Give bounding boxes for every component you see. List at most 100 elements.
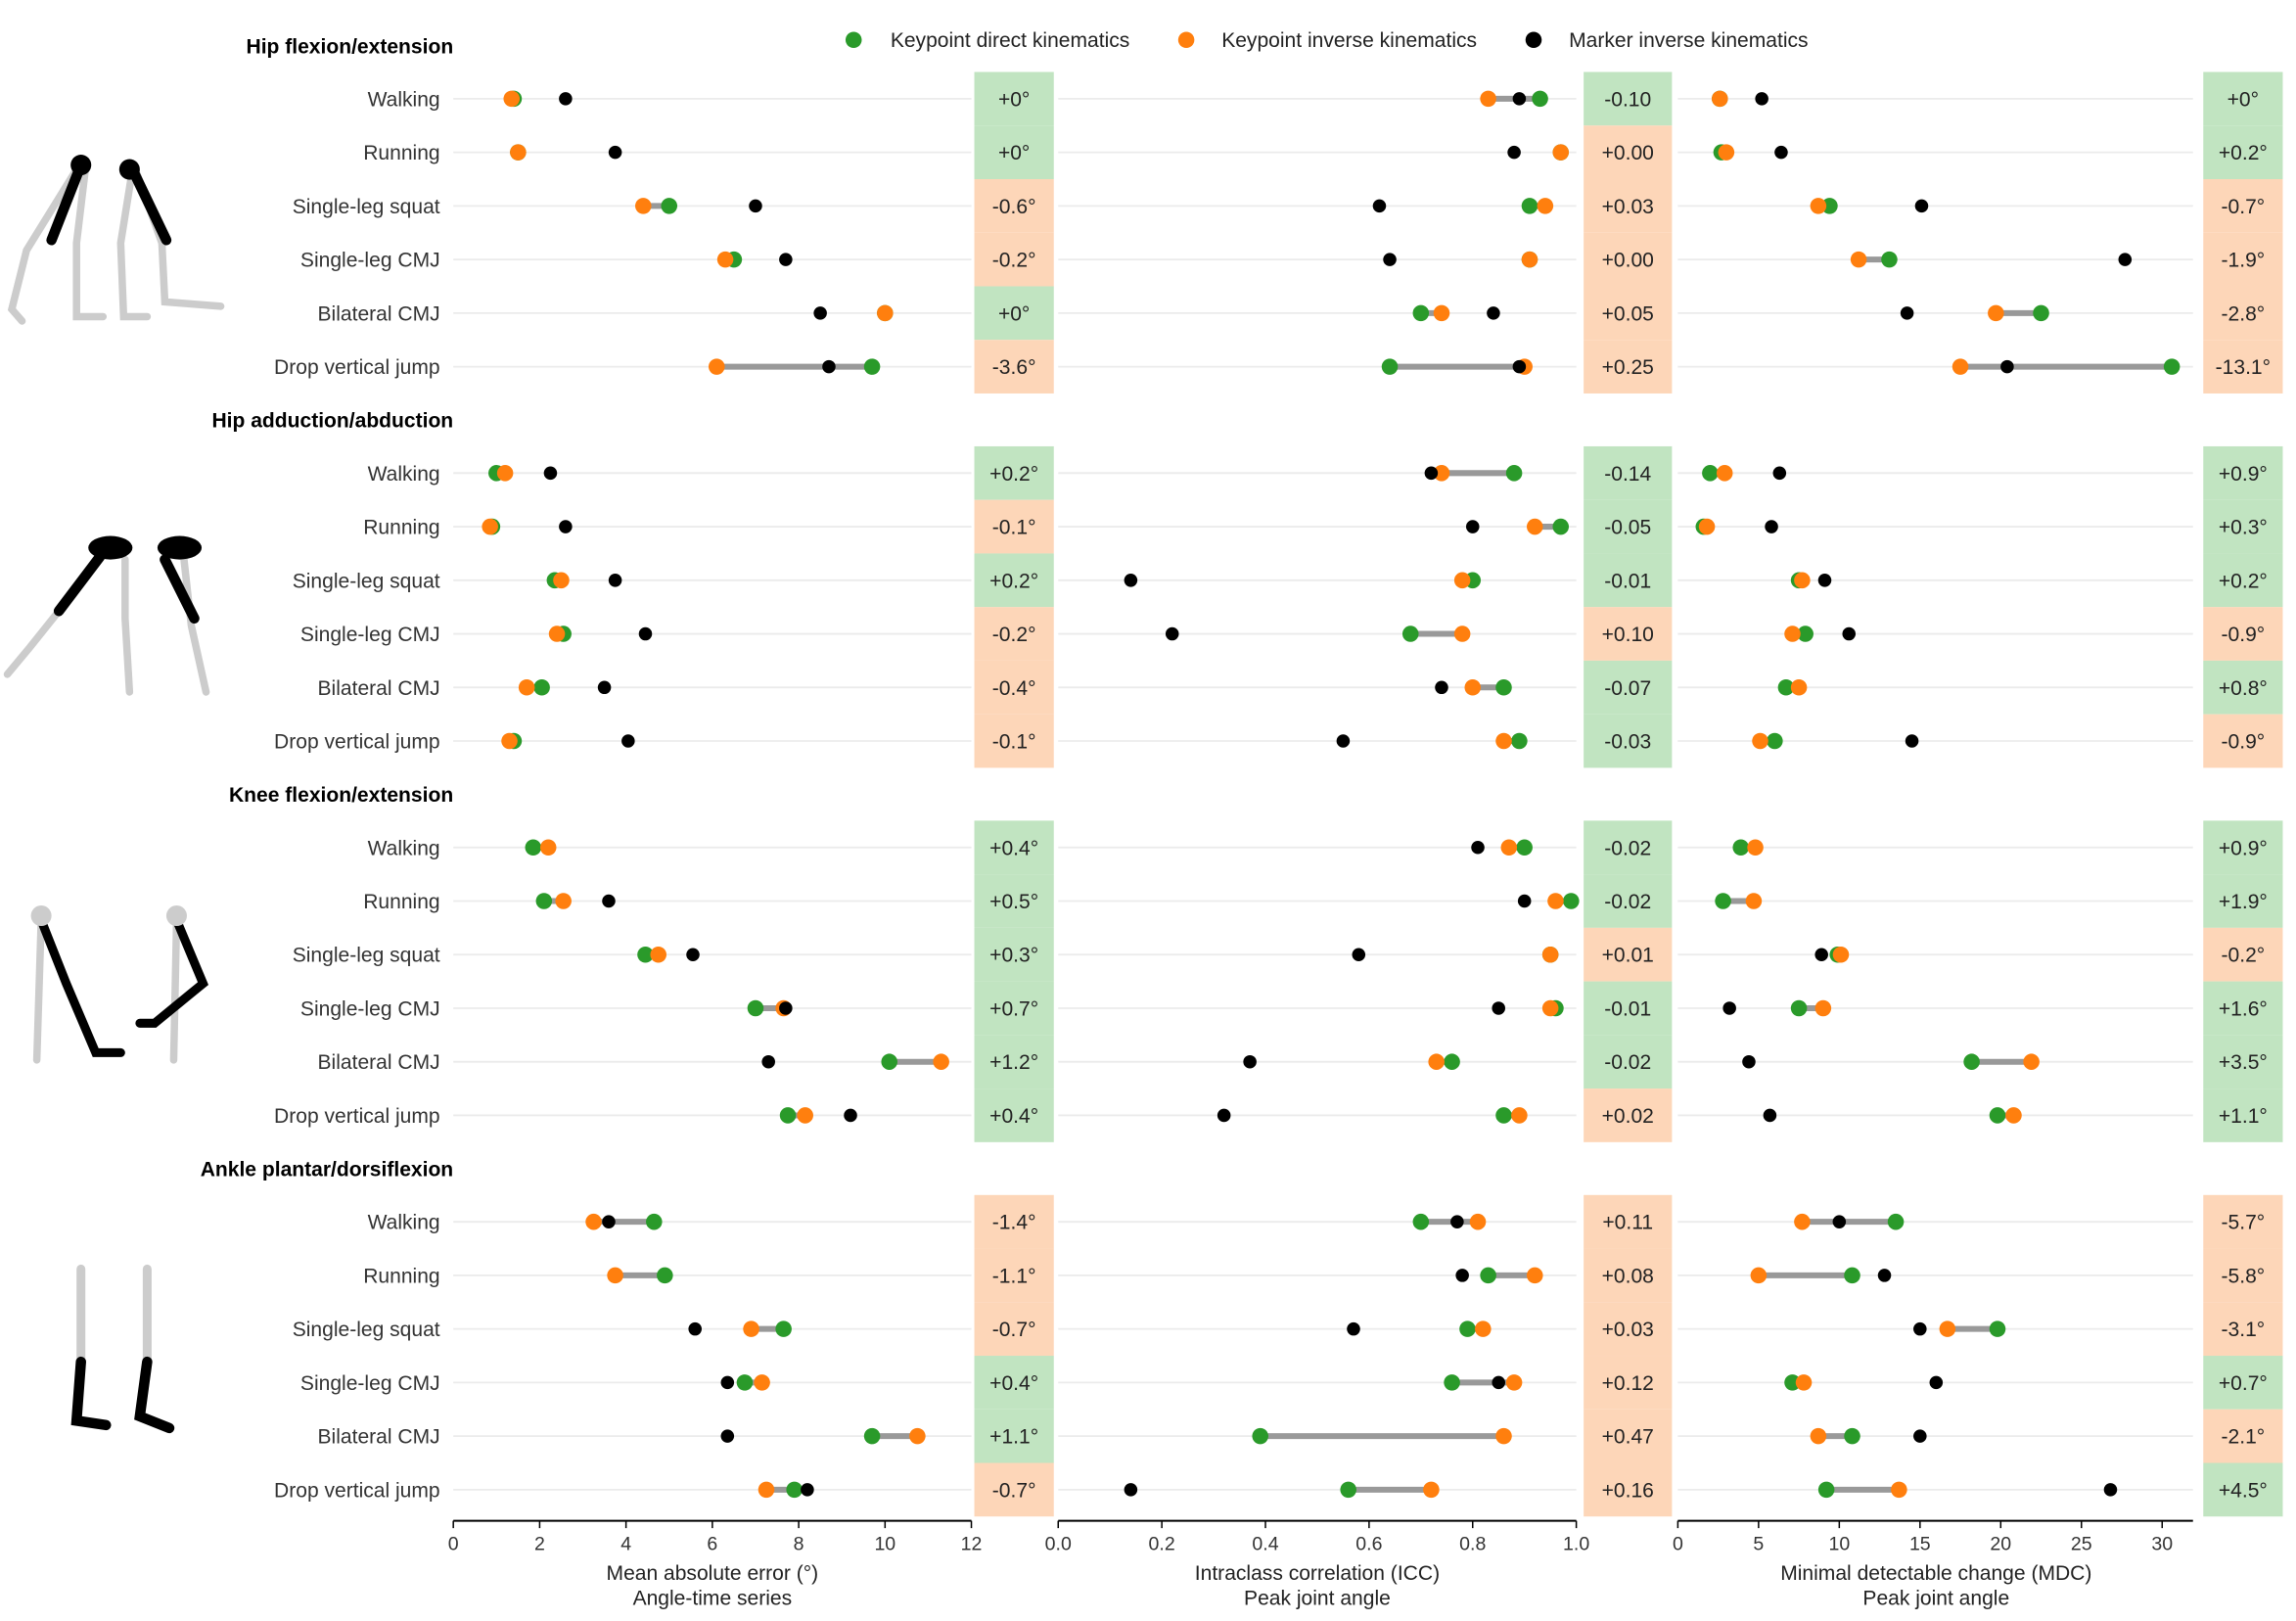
point-inverse xyxy=(1712,90,1728,108)
difference-label: +0.7° xyxy=(989,997,1038,1020)
point-marker xyxy=(1124,574,1138,587)
row-label: Bilateral CMJ xyxy=(318,1051,440,1074)
difference-box xyxy=(974,1462,1054,1517)
panel-2: -0.10 +0.00 +0.03 +0.00 +0.05 +0.25 -0.14 -0.05… xyxy=(1045,71,1673,1609)
row-label: Single-leg squat xyxy=(293,196,440,218)
point-inverse xyxy=(585,1213,602,1230)
difference-label: +1.1° xyxy=(2219,1105,2268,1128)
difference-label: +0.4° xyxy=(989,1372,1038,1395)
difference-box xyxy=(2203,286,2283,341)
x-tick-label: 30 xyxy=(2151,1534,2173,1555)
difference-label: -0.7° xyxy=(2222,196,2266,218)
point-marker xyxy=(1217,1108,1231,1123)
difference-label: -0.7° xyxy=(992,1479,1036,1502)
difference-box xyxy=(2203,340,2283,394)
ankle-skeleton-icon xyxy=(70,1264,175,1434)
point-inverse xyxy=(797,1107,813,1124)
point-inverse xyxy=(1495,732,1512,750)
point-inverse xyxy=(743,1320,759,1337)
point-marker xyxy=(761,1054,775,1069)
x-axis-title: Mean absolute error (°) xyxy=(607,1562,819,1585)
point-direct xyxy=(1844,1427,1860,1445)
legend-swatch-direct xyxy=(845,31,862,49)
difference-label: +0.03 xyxy=(1602,196,1654,218)
difference-box xyxy=(1584,1088,1673,1142)
point-direct xyxy=(736,1374,754,1391)
x-axis-title: Intraclass correlation (ICC) xyxy=(1195,1562,1440,1585)
difference-box xyxy=(1584,714,1673,768)
difference-label: +0.16 xyxy=(1602,1479,1654,1502)
difference-box xyxy=(1584,1462,1673,1517)
difference-label: +0° xyxy=(998,302,1030,325)
point-marker xyxy=(1832,1215,1847,1228)
point-marker xyxy=(543,466,558,481)
point-inverse xyxy=(1850,251,1867,268)
difference-box xyxy=(1584,340,1673,394)
difference-box xyxy=(2203,499,2283,554)
point-inverse xyxy=(1784,625,1801,642)
difference-label: -0.2° xyxy=(992,624,1036,646)
point-marker xyxy=(1165,626,1179,641)
point-inverse xyxy=(1480,90,1496,108)
group-title: Hip adduction/abduction xyxy=(211,410,453,433)
difference-box xyxy=(2203,232,2283,287)
point-inverse xyxy=(2023,1053,2040,1070)
x-tick-label: 6 xyxy=(707,1534,717,1555)
point-inverse xyxy=(1541,999,1559,1017)
difference-box xyxy=(974,125,1054,180)
point-inverse xyxy=(650,946,666,963)
row-label: Single-leg squat xyxy=(293,1319,440,1341)
panel-3: +0° +0.2° -0.7° -1.9° -2.8° -13.1° +0.9° +0.3° +… xyxy=(1673,71,2283,1609)
point-inverse xyxy=(1500,839,1518,857)
group-labels: Hip flexion/extension Walking Running Singl… xyxy=(201,35,453,1502)
difference-box xyxy=(2203,714,2283,768)
row-label: Walking xyxy=(368,1212,440,1234)
row-label: Single-leg CMJ xyxy=(300,624,440,646)
point-marker xyxy=(1383,253,1397,266)
difference-box xyxy=(974,445,1054,500)
difference-label: +0° xyxy=(998,88,1030,111)
panels: +0°+0°-0.6°-0.2°+0°-3.6°+0.2°-0.1°+0.2°-… xyxy=(448,71,2283,1609)
x-tick-label: 0 xyxy=(1673,1534,1683,1555)
difference-box xyxy=(2203,927,2283,982)
point-inverse xyxy=(1750,1267,1768,1284)
point-inverse xyxy=(1716,465,1733,482)
point-inverse xyxy=(1952,358,1969,375)
point-marker xyxy=(688,1321,702,1336)
point-marker xyxy=(559,92,573,106)
point-marker xyxy=(638,626,653,641)
difference-box xyxy=(2203,660,2283,715)
row-label: Single-leg CMJ xyxy=(300,997,440,1020)
point-inverse xyxy=(1747,839,1764,857)
row-label: Walking xyxy=(368,463,440,486)
difference-box xyxy=(2203,607,2283,661)
point-marker xyxy=(602,1215,616,1228)
difference-box xyxy=(1584,445,1673,500)
x-axis-subtitle: Peak joint angle xyxy=(1862,1587,2009,1609)
row-label: Running xyxy=(363,142,439,164)
point-direct xyxy=(1511,732,1528,750)
point-direct xyxy=(1767,732,1783,750)
point-marker xyxy=(1763,1108,1777,1123)
difference-label: +0.03 xyxy=(1602,1319,1654,1341)
difference-box xyxy=(1584,981,1673,1036)
difference-box xyxy=(974,179,1054,233)
point-marker xyxy=(1842,626,1857,641)
point-inverse xyxy=(1891,1481,1907,1499)
x-tick-label: 0.2 xyxy=(1149,1534,1175,1555)
x-tick-label: 2 xyxy=(534,1534,545,1555)
knee-flexion-skeleton-icon xyxy=(30,904,208,1064)
point-direct xyxy=(525,839,542,857)
difference-box xyxy=(974,660,1054,715)
difference-label: -0.1° xyxy=(992,517,1036,539)
difference-label: +0.08 xyxy=(1602,1265,1654,1287)
difference-box xyxy=(974,1248,1054,1303)
point-direct xyxy=(2163,358,2181,375)
difference-label: -0.2° xyxy=(992,250,1036,272)
point-direct xyxy=(1532,90,1548,108)
row-label: Single-leg CMJ xyxy=(300,250,440,272)
point-direct xyxy=(1480,1267,1496,1284)
point-marker xyxy=(1352,948,1366,961)
point-direct xyxy=(775,1320,792,1337)
difference-label: +1.6° xyxy=(2219,997,2268,1020)
